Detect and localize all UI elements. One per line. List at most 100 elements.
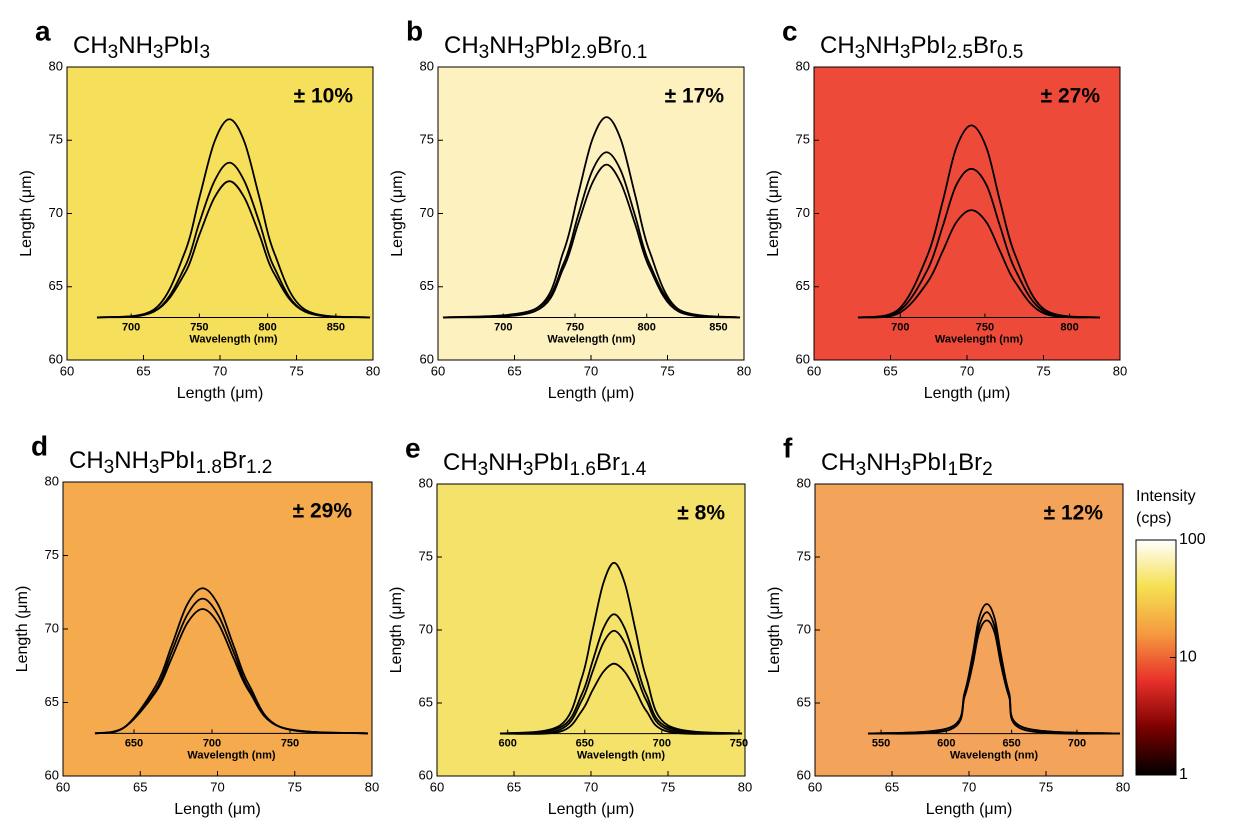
y-tick-label: 65 [45, 694, 59, 709]
y-tick-label: 70 [797, 621, 811, 636]
y-tick-label: 65 [796, 278, 810, 293]
colorbar-tick-label: 10 [1179, 649, 1197, 666]
title-part: CH [69, 447, 104, 474]
title-part: NH [114, 447, 149, 474]
x-tick-label: 80 [365, 779, 379, 794]
title-subscript: 1 [948, 459, 959, 480]
y-tick-label: 60 [797, 767, 811, 782]
annotation: ± 8% [677, 502, 725, 525]
y-tick-label: 60 [420, 351, 434, 366]
x-axis-label: Length (μm) [924, 385, 1011, 402]
x-tick-label: 80 [737, 363, 751, 378]
x-tick-label: 60 [60, 363, 74, 378]
map [814, 67, 1120, 360]
x-tick-label: 65 [883, 363, 897, 378]
x-tick-label: 60 [431, 363, 445, 378]
title-subscript: 3 [479, 42, 490, 63]
inset-x-tick-label: 700 [494, 321, 512, 333]
map [438, 67, 744, 360]
title-part: Br [973, 32, 997, 59]
y-tick-label: 65 [797, 694, 811, 709]
x-tick-label: 75 [289, 363, 303, 378]
title-subscript: 1.8 [196, 457, 222, 478]
spectrum [94, 587, 369, 735]
title-subscript: 3 [900, 42, 911, 63]
title-part: CH [821, 449, 856, 476]
spectrum [96, 118, 371, 319]
title-part: PbI [164, 32, 200, 59]
inset-x-tick-label: 600 [937, 738, 955, 750]
panel-letter: a [35, 15, 51, 46]
x-tick-label: 80 [738, 779, 752, 794]
inset-x-tick-label: 700 [1068, 738, 1086, 750]
title-part: PbI [160, 447, 196, 474]
x-tick-label: 65 [133, 779, 147, 794]
inset-x-tick-label: 550 [872, 738, 890, 750]
spectrum [499, 561, 743, 735]
title-part: PbI [912, 449, 948, 476]
annotation: ± 29% [293, 500, 353, 523]
inset-x-tick-label: 700 [122, 321, 140, 333]
y-tick-label: 80 [420, 58, 434, 73]
y-tick-label: 60 [45, 767, 59, 782]
spectrum [857, 167, 1101, 319]
inset-x-tick-label: 650 [576, 738, 594, 750]
y-tick-label: 75 [420, 132, 434, 147]
title-part: NH [866, 449, 901, 476]
x-axis-label: Length (μm) [548, 385, 635, 402]
y-axis-label: Length (μm) [18, 170, 35, 257]
panel-title: CH3NH3PbI1.8Br1.2 [69, 447, 272, 477]
title-subscript: 3 [855, 42, 866, 63]
y-tick-label: 70 [49, 205, 63, 220]
spectrum [96, 161, 371, 319]
map [815, 484, 1123, 776]
y-tick-label: 75 [419, 548, 433, 563]
inset-x-tick-label: 750 [566, 321, 584, 333]
title-subscript: 3 [478, 459, 489, 480]
panel-title: CH3NH3PbI3 [73, 32, 210, 62]
x-tick-label: 60 [807, 363, 821, 378]
y-tick-label: 60 [419, 767, 433, 782]
inset-x-tick-label: 650 [125, 737, 143, 749]
inset-x-tick-label: 650 [1002, 738, 1020, 750]
title-part: PbI [911, 32, 947, 59]
panel-letter: d [31, 430, 48, 461]
spectrum [442, 163, 741, 319]
colorbar-tick-label: 100 [1179, 531, 1206, 548]
inset-x-tick-label: 800 [1060, 321, 1078, 333]
x-tick-label: 65 [136, 363, 150, 378]
x-tick-label: 75 [288, 779, 302, 794]
x-axis-label: Length (μm) [548, 801, 635, 818]
annotation: ± 10% [294, 85, 354, 108]
y-tick-label: 60 [49, 351, 63, 366]
inset-x-axis-label: Wavelength (nm) [950, 750, 1039, 762]
title-part: Br [597, 32, 621, 59]
title-part: CH [820, 32, 855, 59]
title-part: Br [222, 447, 246, 474]
panel-letter: b [406, 15, 423, 46]
spectrum [96, 180, 371, 319]
spectrum [499, 662, 743, 735]
inset-x-axis-label: Wavelength (nm) [577, 750, 666, 762]
map [67, 67, 373, 360]
map [63, 482, 372, 776]
inset-x-axis-label: Wavelength (nm) [189, 333, 278, 345]
inset-x-axis-label: Wavelength (nm) [547, 333, 636, 345]
y-axis-label: Length (μm) [765, 170, 782, 257]
spectrum [94, 608, 369, 735]
panel-title: CH3NH3PbI2.9Br0.1 [444, 32, 647, 62]
x-tick-label: 70 [584, 779, 598, 794]
title-subscript: 3 [104, 457, 115, 478]
y-tick-label: 65 [420, 278, 434, 293]
y-tick-label: 80 [419, 475, 433, 490]
x-tick-label: 75 [1036, 363, 1050, 378]
map [437, 484, 745, 776]
inset-x-tick-label: 750 [190, 321, 208, 333]
title-part: NH [488, 449, 523, 476]
title-subscript: 3 [524, 42, 535, 63]
y-tick-label: 80 [49, 58, 63, 73]
y-tick-label: 75 [49, 132, 63, 147]
y-tick-label: 80 [797, 475, 811, 490]
colorbar [1135, 539, 1177, 776]
